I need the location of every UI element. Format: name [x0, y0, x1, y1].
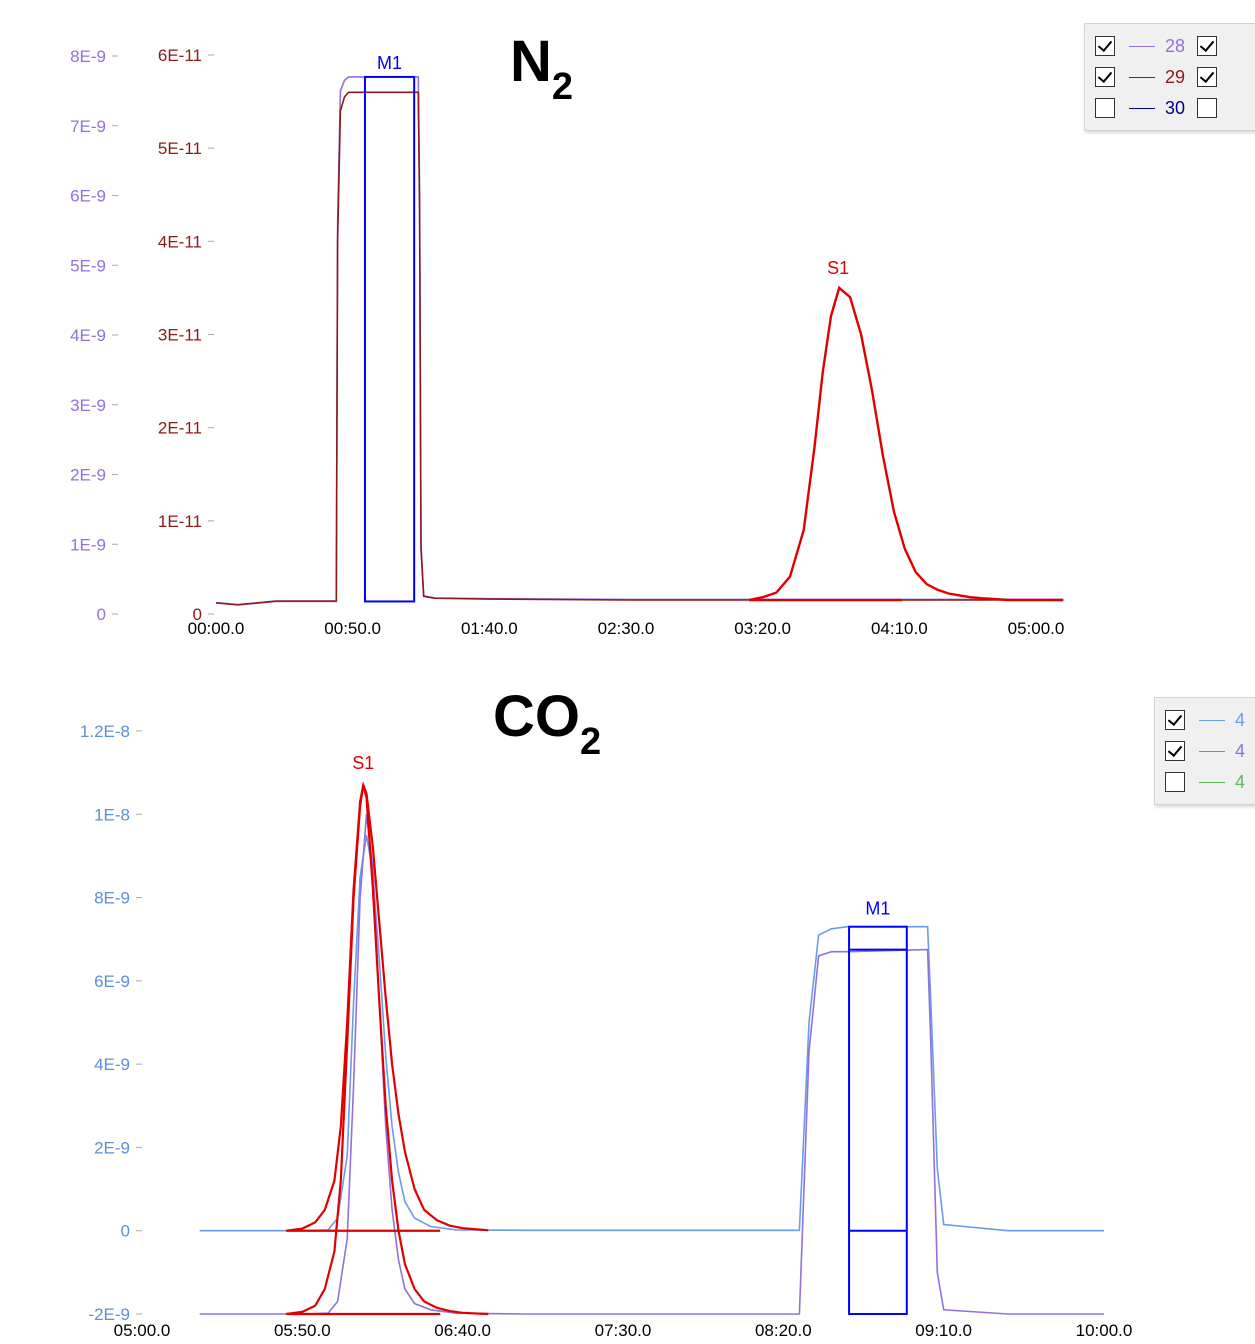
- co2-y-tick-label: 0: [121, 1222, 130, 1241]
- co2-s1-peak-curve-1: [286, 784, 489, 1316]
- n2-x-tick-label: 03:20.0: [734, 619, 791, 638]
- n2-chart: N2 00:00.0 00:50.0 01:40.0 02:30.0 03:20.0 04…: [70, 29, 1065, 638]
- co2-legend-checkbox[interactable]: [1165, 710, 1185, 730]
- n2-s1-label: S1: [827, 258, 849, 278]
- co2-legend: 4 4 4: [1154, 697, 1255, 805]
- n2-series-29-line: [215, 91, 1064, 606]
- co2-m1-label: M1: [865, 899, 890, 919]
- n2-x-tick-label: 00:50.0: [324, 619, 381, 638]
- n2-legend-checkbox-2[interactable]: [1197, 36, 1217, 56]
- n2-x-tick-label: 04:10.0: [871, 619, 928, 638]
- co2-y-tick-label: -2E-9: [88, 1305, 130, 1324]
- n2-legend-label: 28: [1165, 35, 1186, 56]
- co2-legend-swatch: [1199, 750, 1225, 752]
- co2-legend-row: 4: [1165, 707, 1255, 733]
- n2-y-inner-tick-label: 2E-11: [158, 419, 202, 438]
- n2-x-tick-label: 01:40.0: [461, 619, 518, 638]
- co2-x-tick-label: 07:30.0: [595, 1321, 652, 1339]
- n2-legend-swatch: [1129, 107, 1155, 109]
- n2-legend-checkbox[interactable]: [1095, 67, 1115, 87]
- n2-legend-checkbox-2[interactable]: [1197, 67, 1217, 87]
- n2-chart-panel: N2 00:00.0 00:50.0 01:40.0 02:30.0 03:20.0 04…: [0, 0, 1255, 660]
- n2-y-outer-tick-label: 6E-9: [70, 187, 106, 206]
- n2-title: N2: [510, 29, 573, 108]
- co2-s1-peak-curve-0: [286, 781, 489, 1232]
- n2-legend-swatch: [1129, 76, 1155, 78]
- co2-y-tick-label: 1.2E-8: [80, 722, 130, 741]
- n2-m1-box: [363, 75, 416, 603]
- n2-x-tick-label: 00:00.0: [188, 619, 245, 638]
- n2-legend-checkbox-2[interactable]: [1197, 98, 1217, 118]
- co2-series-0-line: [199, 834, 1104, 1232]
- n2-x-tick-label: 05:00.0: [1008, 619, 1065, 638]
- co2-m1-box: [848, 925, 908, 1315]
- co2-y-tick-label: 6E-9: [94, 972, 130, 991]
- co2-x-tick-label: 09:10.0: [915, 1321, 972, 1339]
- n2-legend-swatch: [1129, 45, 1155, 47]
- n2-legend: 28 29 30: [1084, 23, 1255, 131]
- n2-y-outer-tick-label: 5E-9: [70, 256, 106, 275]
- n2-legend-row: 30: [1095, 95, 1217, 121]
- co2-series-1-line: [199, 814, 1104, 1315]
- n2-y-outer-tick-label: 1E-9: [70, 535, 106, 554]
- n2-legend-row: 28: [1095, 33, 1217, 59]
- co2-legend-swatch: [1199, 719, 1225, 721]
- n2-y-inner-tick-label: 1E-11: [158, 512, 202, 531]
- n2-y-outer-tick-label: 8E-9: [70, 47, 106, 66]
- n2-x-tick-label: 02:30.0: [598, 619, 655, 638]
- co2-x-tick-label: 08:20.0: [755, 1321, 812, 1339]
- n2-y-outer-tick-label: 3E-9: [70, 396, 106, 415]
- n2-series-28-line: [215, 76, 1064, 606]
- co2-s1-label: S1: [352, 753, 374, 773]
- n2-legend-label: 30: [1165, 97, 1186, 118]
- co2-y-tick-label: 2E-9: [94, 1138, 130, 1157]
- n2-m1-label: M1: [377, 53, 402, 73]
- co2-chart-panel: CO2 05:00.0 05:50.0 06:40.0 07:30.0 08:20.0 0…: [0, 660, 1255, 1340]
- co2-y-tick-label: 1E-8: [94, 805, 130, 824]
- n2-legend-row: 29: [1095, 64, 1217, 90]
- co2-legend-label: 4: [1235, 740, 1246, 761]
- co2-chart: CO2 05:00.0 05:50.0 06:40.0 07:30.0 08:20.0 0…: [80, 684, 1133, 1340]
- co2-legend-label: 4: [1235, 771, 1246, 792]
- co2-x-tick-label: 05:00.0: [114, 1321, 171, 1339]
- n2-y-outer-tick-label: 4E-9: [70, 326, 106, 345]
- n2-y-inner-tick-label: 0: [193, 605, 202, 624]
- co2-legend-label: 4: [1235, 709, 1246, 730]
- n2-s1-peak-curve: [748, 285, 1064, 602]
- co2-x-tick-label: 10:00.0: [1076, 1321, 1133, 1339]
- n2-legend-checkbox[interactable]: [1095, 98, 1115, 118]
- n2-legend-label: 29: [1165, 66, 1186, 87]
- co2-legend-row: 4: [1165, 738, 1255, 764]
- n2-y-inner-tick-label: 5E-11: [158, 139, 202, 158]
- n2-legend-checkbox[interactable]: [1095, 36, 1115, 56]
- co2-x-tick-label: 06:40.0: [434, 1321, 491, 1339]
- n2-y-outer-tick-label: 0: [97, 605, 106, 624]
- n2-y-outer-tick-label: 2E-9: [70, 466, 106, 485]
- co2-legend-swatch: [1199, 781, 1225, 783]
- co2-legend-checkbox[interactable]: [1165, 772, 1185, 792]
- n2-y-inner-tick-label: 3E-11: [158, 326, 202, 345]
- co2-y-tick-label: 4E-9: [94, 1055, 130, 1074]
- co2-y-tick-label: 8E-9: [94, 889, 130, 908]
- n2-y-inner-tick-label: 6E-11: [158, 46, 202, 65]
- n2-y-inner-tick-label: 4E-11: [158, 232, 202, 251]
- co2-legend-checkbox[interactable]: [1165, 741, 1185, 761]
- co2-legend-row: 4: [1165, 769, 1255, 795]
- n2-y-outer-tick-label: 7E-9: [70, 117, 106, 136]
- co2-x-tick-label: 05:50.0: [274, 1321, 331, 1339]
- co2-title: CO2: [493, 684, 601, 763]
